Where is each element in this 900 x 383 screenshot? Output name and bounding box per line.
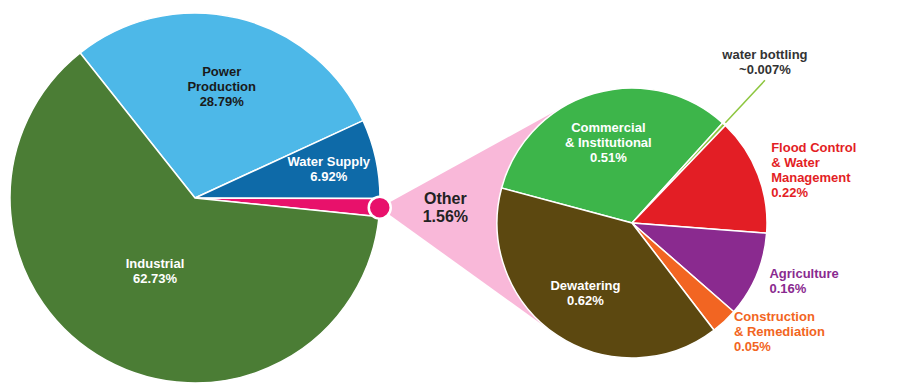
slice-label: Industrial [126, 256, 185, 271]
slice-label-line: & Institutional [565, 135, 652, 150]
slice-label-line: & Remediation [734, 324, 825, 339]
slice-label-line: Water Supply [287, 154, 370, 169]
slice-value-label: 0.22% [771, 185, 808, 200]
slice-label-line: Construction [734, 309, 815, 324]
slice-label: Agriculture [769, 266, 838, 281]
slice-label: Other [424, 190, 467, 207]
slice-label: water bottling [721, 47, 807, 62]
slice-label-line: Other [424, 190, 467, 207]
slice-label-line: & Water [771, 155, 820, 170]
marks [10, 13, 767, 383]
leader-line [725, 80, 765, 122]
slice-label: Dewatering [550, 278, 620, 293]
slice-value-label: 0.51% [590, 150, 627, 165]
slice-value-label: 0.05% [734, 339, 771, 354]
slice-value-label: 0.62% [567, 293, 604, 308]
slice-value-label: ~0.007% [739, 62, 791, 77]
slice-label: Commercial& Institutional [565, 120, 652, 150]
main-pie [10, 13, 380, 383]
pie-slice [10, 53, 379, 383]
slice-label-line: Agriculture [769, 266, 838, 281]
slice-label: Flood Control& WaterManagement [771, 140, 856, 185]
pie-slice [195, 121, 380, 199]
slice-label-line: Industrial [126, 256, 185, 271]
slice-label-line: Flood Control [771, 140, 856, 155]
slice-label: Water Supply [287, 154, 370, 169]
slice-label-line: Production [187, 79, 256, 94]
slice-label-line: Dewatering [550, 278, 620, 293]
detail-pie [497, 88, 767, 358]
slice-value-label: 1.56% [423, 208, 468, 225]
slice-label-line: water bottling [721, 47, 807, 62]
slice-label-line: Commercial [571, 120, 645, 135]
labels: PowerProduction28.79% Water Supply6.92% Ot… [126, 47, 857, 354]
slice-label: Construction& Remediation [734, 309, 825, 339]
callout-dot [369, 197, 391, 219]
slice-value-label: 62.73% [133, 271, 178, 286]
pie-slice [497, 188, 714, 358]
slice-value-label: 6.92% [310, 169, 347, 184]
slice-label-line: Power [202, 64, 241, 79]
slice-label: PowerProduction [187, 64, 256, 94]
chart-svg: PowerProduction28.79% Water Supply6.92% Ot… [0, 0, 900, 383]
slice-label-line: Management [771, 170, 851, 185]
slice-value-label: 28.79% [200, 94, 245, 109]
chart-container: PowerProduction28.79% Water Supply6.92% Ot… [0, 0, 900, 383]
slice-value-label: 0.16% [769, 281, 806, 296]
pie-slice [632, 126, 767, 234]
